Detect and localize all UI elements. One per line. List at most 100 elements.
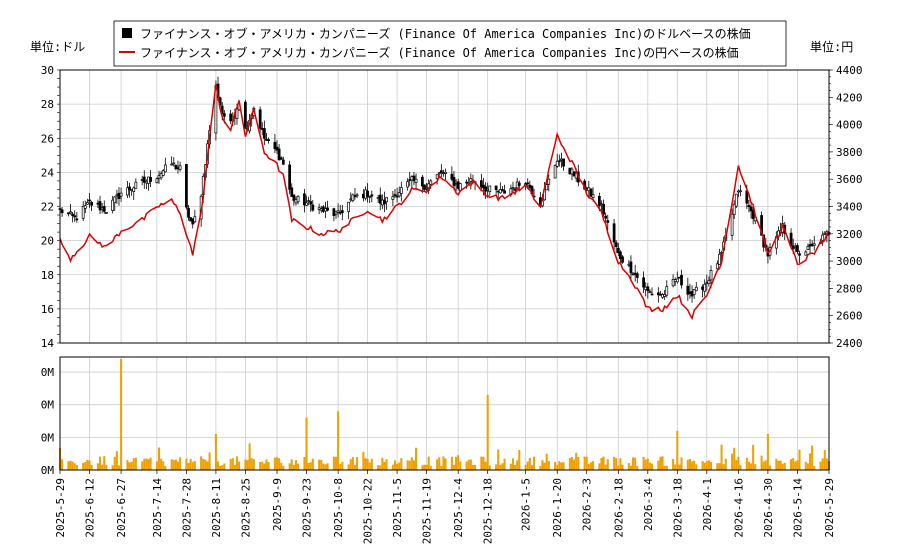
volume-bar xyxy=(368,462,371,470)
volume-bar xyxy=(326,463,329,470)
candle-body xyxy=(355,194,359,197)
volume-bar xyxy=(128,462,131,470)
candle-body xyxy=(290,187,294,197)
candle-body xyxy=(288,164,292,190)
candle xyxy=(189,216,193,222)
candle-body xyxy=(111,199,115,211)
candle-body xyxy=(612,223,616,243)
volume-bar xyxy=(187,463,190,470)
volume-bar xyxy=(632,457,635,470)
candle xyxy=(429,179,433,190)
candle-body xyxy=(399,187,403,194)
candle xyxy=(305,195,308,206)
date-axis: 2025-5-29 2025-6-12 2025-6-27 2025-7-14 2025… xyxy=(54,470,836,544)
candle xyxy=(134,178,138,189)
x-tick-label: 2025-7-28 xyxy=(180,478,193,538)
candle-body xyxy=(631,273,635,276)
candle-body xyxy=(553,165,557,179)
candle xyxy=(155,177,159,184)
candle xyxy=(88,193,91,208)
candle-body xyxy=(397,192,401,197)
candle xyxy=(410,175,414,189)
volume-bar xyxy=(143,458,146,470)
candle-body xyxy=(262,128,266,139)
candle-body xyxy=(690,291,694,297)
candle-body xyxy=(332,208,336,216)
candle xyxy=(172,157,176,167)
volume-bar xyxy=(337,411,340,470)
candle xyxy=(332,207,336,222)
volume-bar xyxy=(263,463,266,470)
candle xyxy=(370,190,374,203)
candle xyxy=(111,195,115,214)
volume-bar xyxy=(400,458,403,470)
right-y-tick-label: 3000 xyxy=(836,255,863,268)
volume-bar xyxy=(598,463,601,470)
candle xyxy=(185,164,188,210)
candle-body xyxy=(703,283,707,292)
volume-bar xyxy=(497,449,500,470)
candle-body xyxy=(568,167,572,175)
volume-bar xyxy=(499,464,502,470)
candle xyxy=(73,210,77,222)
volume-bar xyxy=(233,465,236,470)
volume-bar xyxy=(113,456,116,470)
candle-body xyxy=(67,212,70,215)
candle-body xyxy=(117,192,121,199)
candle-body xyxy=(334,211,338,215)
candle-body xyxy=(351,194,355,201)
candle xyxy=(635,271,639,284)
candle xyxy=(812,236,816,251)
candle-body xyxy=(191,218,195,225)
candle xyxy=(378,187,382,211)
volume-bar xyxy=(556,465,559,470)
candle-body xyxy=(425,187,428,190)
candle-body xyxy=(616,247,620,254)
candle-body xyxy=(60,209,64,214)
candle-body xyxy=(161,170,165,176)
candle xyxy=(690,285,694,303)
candle-body xyxy=(808,244,812,247)
left-y-tick-label: 14 xyxy=(41,337,55,350)
candlestick-series xyxy=(58,76,831,303)
volume-bar xyxy=(691,461,694,470)
volume-bar xyxy=(554,461,557,470)
volume-bar xyxy=(278,458,281,470)
candle-body xyxy=(102,206,106,212)
candle-body xyxy=(650,293,654,296)
volume-bar xyxy=(275,457,279,470)
volume-bar xyxy=(410,457,413,470)
volume-bar xyxy=(739,465,742,470)
candle xyxy=(646,283,650,299)
candle-body xyxy=(680,274,683,286)
volume-bar xyxy=(164,465,167,470)
candle xyxy=(113,196,117,212)
candle-body xyxy=(159,173,163,179)
candle xyxy=(774,231,778,255)
candle xyxy=(260,122,264,136)
candle xyxy=(703,279,707,297)
candle xyxy=(60,206,64,217)
candle-body xyxy=(547,178,551,185)
candle-body xyxy=(621,256,624,263)
volume-bar xyxy=(223,463,226,470)
x-tick-label: 2026-4-16 xyxy=(732,478,745,538)
volume-bar xyxy=(783,462,786,470)
candle-body xyxy=(633,272,637,275)
candle-body xyxy=(496,190,500,193)
candle-body xyxy=(739,190,742,193)
volume-bar xyxy=(760,455,763,470)
candle-body xyxy=(140,179,144,181)
candle-body xyxy=(663,294,667,297)
candle xyxy=(631,272,635,276)
volume-bar xyxy=(798,449,801,470)
volume-bar xyxy=(282,465,285,470)
candle xyxy=(642,271,645,293)
candle-body xyxy=(338,211,342,214)
left-y-tick-label: 28 xyxy=(41,98,54,111)
candle-body xyxy=(281,159,285,165)
volume-bar xyxy=(61,459,64,470)
volume-bar xyxy=(716,463,719,470)
volume-bar xyxy=(659,456,662,470)
candle-body xyxy=(222,113,226,117)
